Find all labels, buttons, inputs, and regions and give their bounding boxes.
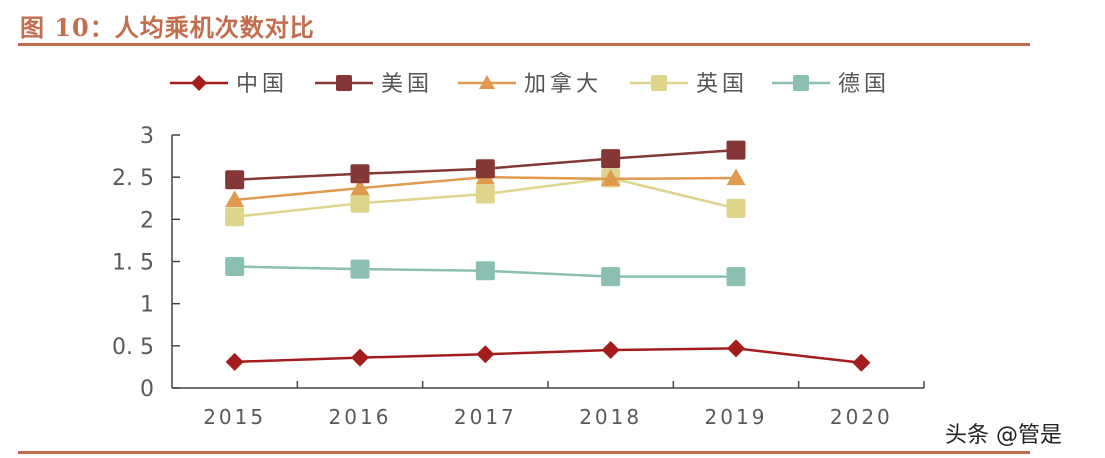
- square-marker-icon: [475, 159, 495, 179]
- diamond-marker-icon: [852, 353, 871, 372]
- triangle-marker-icon: [601, 169, 621, 186]
- x-tick-label: 2015: [203, 405, 266, 429]
- square-marker-icon: [793, 75, 809, 91]
- legend-item-0: 中国: [170, 72, 288, 97]
- bottom-divider: [18, 451, 1030, 454]
- legend-item-1: 美国: [315, 72, 433, 97]
- diamond-marker-icon: [601, 341, 620, 360]
- y-tick-label: 2: [140, 208, 154, 233]
- legend-item-2: 加拿大: [458, 71, 602, 97]
- square-marker-icon: [601, 149, 621, 169]
- square-marker-icon: [350, 193, 370, 213]
- chart-axes: 0 0. 5 1 1. 5 2 2. 5 3 2015 2016 2017 2018 2019 2020: [112, 124, 925, 429]
- series-1: [225, 140, 746, 190]
- x-tick-label: 2017: [454, 405, 517, 429]
- diamond-marker-icon: [476, 345, 495, 364]
- square-marker-icon: [350, 259, 370, 279]
- square-marker-icon: [601, 267, 621, 287]
- triangle-marker-icon: [479, 75, 495, 89]
- square-marker-icon: [350, 164, 370, 184]
- series-4: [225, 257, 746, 287]
- y-tick-label: 2. 5: [112, 166, 154, 191]
- x-tick-label: 2020: [830, 405, 893, 429]
- x-tick-label: 2018: [579, 405, 642, 429]
- chart-legend: 中国 美国 加拿大 英国 德国: [170, 71, 890, 97]
- square-marker-icon: [225, 207, 245, 227]
- legend-item-4: 德国: [772, 72, 890, 97]
- legend-label: 加拿大: [524, 71, 602, 97]
- square-marker-icon: [475, 184, 495, 204]
- diamond-marker-icon: [225, 352, 244, 371]
- chart-series: [225, 140, 871, 372]
- diamond-marker-icon: [727, 339, 745, 358]
- square-marker-icon: [336, 75, 352, 91]
- square-marker-icon: [726, 198, 746, 218]
- series-2: [225, 167, 746, 208]
- square-marker-icon: [726, 140, 746, 160]
- figure-title: 图 10：人均乘机次数对比: [20, 13, 315, 42]
- y-tick-label: 0: [140, 377, 154, 402]
- watermark: 头条 @管是: [945, 423, 1062, 448]
- title-divider: [18, 43, 1030, 46]
- y-tick-label: 3: [140, 124, 154, 149]
- diamond-marker-icon: [191, 75, 207, 91]
- series-0: [225, 339, 871, 372]
- legend-label: 德国: [838, 72, 890, 97]
- legend-label: 中国: [236, 72, 288, 97]
- square-marker-icon: [651, 75, 667, 91]
- triangle-marker-icon: [225, 190, 245, 208]
- y-tick-label: 0. 5: [112, 335, 154, 360]
- legend-label: 美国: [381, 72, 433, 97]
- legend-item-3: 英国: [630, 72, 748, 97]
- square-marker-icon: [726, 267, 746, 287]
- diamond-marker-icon: [351, 348, 369, 367]
- square-marker-icon: [225, 170, 245, 190]
- triangle-marker-icon: [726, 168, 746, 186]
- legend-label: 英国: [696, 72, 748, 97]
- x-tick-label: 2019: [705, 405, 768, 429]
- x-tick-label: 2016: [329, 405, 392, 429]
- y-tick-label: 1. 5: [112, 251, 154, 276]
- square-marker-icon: [475, 261, 495, 281]
- square-marker-icon: [225, 257, 245, 277]
- triangle-marker-icon: [350, 178, 370, 196]
- y-tick-label: 1: [140, 293, 154, 318]
